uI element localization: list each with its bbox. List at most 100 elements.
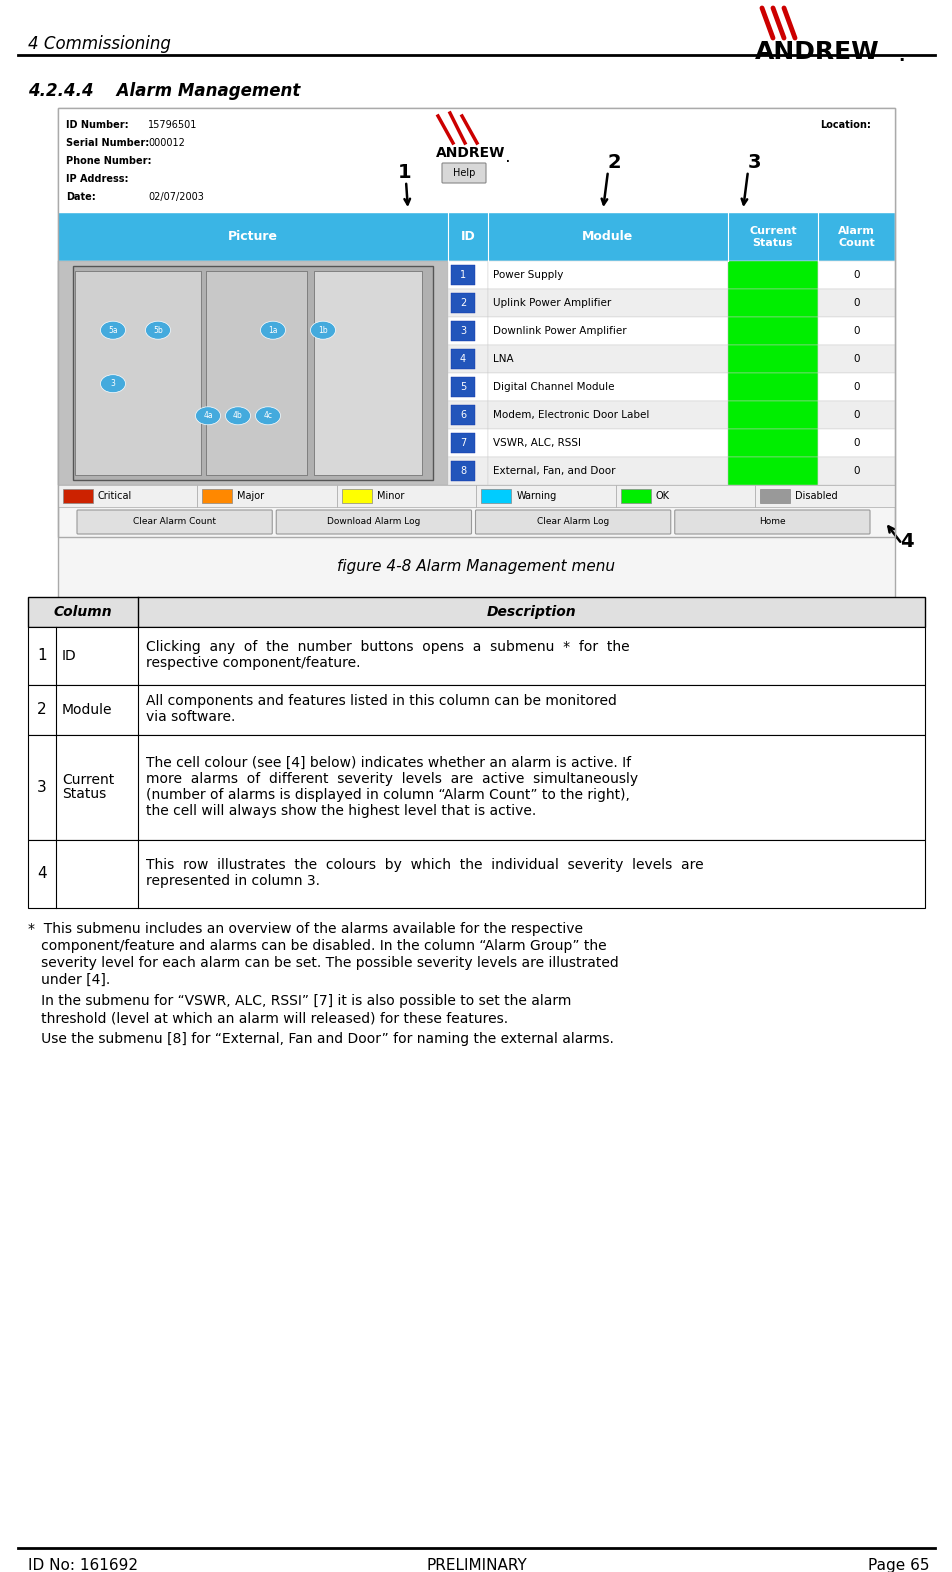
Bar xyxy=(727,318,817,344)
Text: Current: Current xyxy=(62,773,114,788)
Text: 0: 0 xyxy=(852,270,859,280)
Bar xyxy=(817,261,894,289)
Text: more  alarms  of  different  severity  levels  are  active  simultaneously: more alarms of different severity levels… xyxy=(146,772,638,786)
Bar xyxy=(450,292,474,313)
Text: Home: Home xyxy=(758,517,784,527)
Text: OK: OK xyxy=(655,490,669,501)
Text: .: . xyxy=(897,47,903,64)
Text: respective component/feature.: respective component/feature. xyxy=(146,656,360,670)
Bar xyxy=(487,373,727,401)
Ellipse shape xyxy=(310,321,335,340)
Text: .: . xyxy=(506,154,509,163)
Ellipse shape xyxy=(255,407,280,424)
Text: 4c: 4c xyxy=(263,412,272,420)
Bar xyxy=(28,627,924,685)
Text: figure 4-8 Alarm Management menu: figure 4-8 Alarm Management menu xyxy=(337,560,615,574)
Bar xyxy=(337,486,476,508)
Bar xyxy=(58,212,894,261)
Bar xyxy=(487,401,727,429)
Bar xyxy=(447,261,487,289)
Ellipse shape xyxy=(260,321,286,340)
Text: 1b: 1b xyxy=(318,325,327,335)
Bar xyxy=(450,406,474,424)
Text: 2: 2 xyxy=(460,299,466,308)
Text: 1a: 1a xyxy=(268,325,277,335)
Bar xyxy=(450,432,474,453)
Bar xyxy=(487,289,727,318)
Bar xyxy=(450,266,474,285)
Bar xyxy=(817,429,894,457)
Text: Module: Module xyxy=(62,703,112,717)
Bar xyxy=(727,457,817,486)
Bar xyxy=(447,318,487,344)
Text: 5b: 5b xyxy=(153,325,163,335)
Bar xyxy=(727,401,817,429)
Text: Location:: Location: xyxy=(819,119,870,130)
FancyBboxPatch shape xyxy=(475,509,670,534)
Text: 8: 8 xyxy=(460,465,466,476)
Text: 4: 4 xyxy=(899,531,913,552)
Text: 0: 0 xyxy=(852,299,859,308)
Text: Column: Column xyxy=(53,605,112,619)
Text: Minor: Minor xyxy=(377,490,404,501)
Bar xyxy=(487,429,727,457)
Bar xyxy=(450,377,474,398)
Text: 1: 1 xyxy=(398,163,411,182)
Ellipse shape xyxy=(100,321,126,340)
Text: ANDREW: ANDREW xyxy=(754,39,879,64)
Bar xyxy=(450,321,474,341)
Text: Disabled: Disabled xyxy=(795,490,837,501)
Text: Modem, Electronic Door Label: Modem, Electronic Door Label xyxy=(492,410,648,420)
Text: VSWR, ALC, RSSI: VSWR, ALC, RSSI xyxy=(492,439,581,448)
Text: 7: 7 xyxy=(460,439,466,448)
Bar xyxy=(447,401,487,429)
Bar xyxy=(487,318,727,344)
Text: PRELIMINARY: PRELIMINARY xyxy=(426,1558,526,1572)
Text: Warning: Warning xyxy=(516,490,556,501)
FancyBboxPatch shape xyxy=(442,163,486,182)
Bar xyxy=(58,108,894,660)
Text: Use the submenu [8] for “External, Fan and Door” for naming the external alarms.: Use the submenu [8] for “External, Fan a… xyxy=(28,1031,613,1045)
Text: 2: 2 xyxy=(607,152,621,171)
Text: 5: 5 xyxy=(460,382,466,391)
Text: ANDREW: ANDREW xyxy=(436,146,505,160)
Text: 4a: 4a xyxy=(203,412,212,420)
Text: 3: 3 xyxy=(460,325,466,336)
Bar xyxy=(817,373,894,401)
Bar xyxy=(615,486,755,508)
Bar xyxy=(58,108,894,212)
Text: 6: 6 xyxy=(460,410,466,420)
Text: IP Address:: IP Address: xyxy=(66,174,129,184)
Bar xyxy=(28,736,924,839)
Ellipse shape xyxy=(146,321,170,340)
Bar xyxy=(450,349,474,369)
Text: 2: 2 xyxy=(37,703,47,717)
Bar xyxy=(760,489,789,503)
Text: Downlink Power Amplifier: Downlink Power Amplifier xyxy=(492,325,626,336)
Text: Critical: Critical xyxy=(98,490,132,501)
Bar xyxy=(817,318,894,344)
Bar xyxy=(202,489,232,503)
Text: component/feature and alarms can be disabled. In the column “Alarm Group” the: component/feature and alarms can be disa… xyxy=(28,938,606,953)
Text: Alarm
Count: Alarm Count xyxy=(837,226,874,248)
Text: 3: 3 xyxy=(747,152,761,171)
Text: ID No: 161692: ID No: 161692 xyxy=(28,1558,138,1572)
Text: 15796501: 15796501 xyxy=(148,119,197,130)
Text: Clear Alarm Count: Clear Alarm Count xyxy=(133,517,216,527)
Bar xyxy=(487,344,727,373)
Text: 000012: 000012 xyxy=(148,138,185,148)
Text: 4b: 4b xyxy=(233,412,243,420)
Text: In the submenu for “VSWR, ALC, RSSI” [7] it is also possible to set the alarm: In the submenu for “VSWR, ALC, RSSI” [7]… xyxy=(28,994,571,1008)
Text: 02/07/2003: 02/07/2003 xyxy=(148,192,204,201)
Text: External, Fan, and Door: External, Fan, and Door xyxy=(492,465,615,476)
Bar xyxy=(727,373,817,401)
Text: Uplink Power Amplifier: Uplink Power Amplifier xyxy=(492,299,610,308)
Text: 0: 0 xyxy=(852,410,859,420)
Text: Clicking  any  of  the  number  buttons  opens  a  submenu  *  for  the: Clicking any of the number buttons opens… xyxy=(146,640,629,654)
Bar xyxy=(28,685,924,736)
Text: Date:: Date: xyxy=(66,192,95,201)
Bar xyxy=(727,289,817,318)
Bar xyxy=(206,270,307,475)
Bar xyxy=(58,108,894,538)
Bar xyxy=(447,457,487,486)
